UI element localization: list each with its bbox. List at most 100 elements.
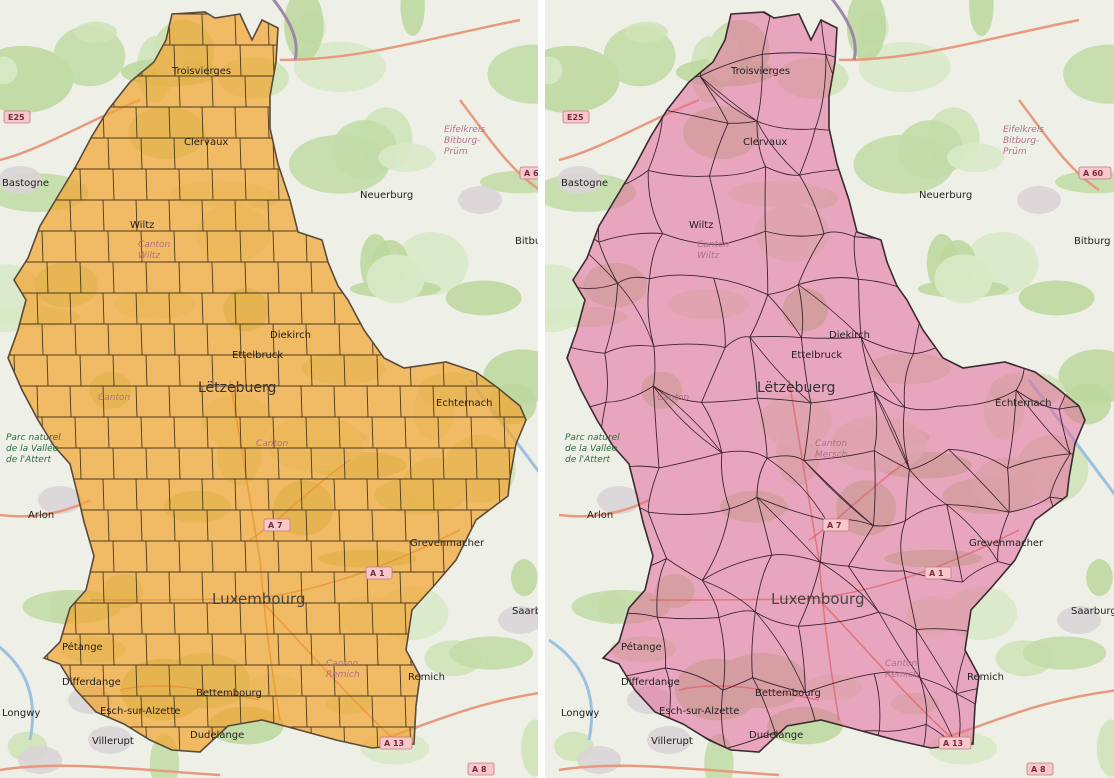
label-echternach: Echternach	[436, 398, 492, 409]
label-park: de l'Attert	[565, 455, 611, 465]
road-a8-shield	[467, 762, 495, 776]
forest-patch	[366, 254, 425, 304]
label-troisvierges: Troisvierges	[730, 66, 790, 77]
label-petange: Pétange	[621, 641, 662, 653]
label-canton-remich: Remich	[885, 670, 919, 680]
map-grid-overlay: TroisviergesClervauxNeuerburgWiltzCanton…	[0, 0, 538, 778]
forest-patch	[1018, 280, 1095, 316]
label-dudelange: Dudelange	[749, 730, 803, 741]
label-park: Parc naturel	[565, 433, 620, 443]
road	[1017, 99, 1100, 192]
label-canton-remich: Canton	[326, 659, 359, 669]
map-panel-left[interactable]: Troisvierges Clervaux Neuerburg Wiltz Canton…	[0, 0, 538, 778]
label-canton-wiltz: Canton	[138, 240, 171, 250]
border-line	[830, 0, 857, 61]
label-echternach: Echternach	[995, 398, 1051, 409]
road-a6: A 6	[524, 169, 538, 178]
road-a7: A 7	[827, 521, 842, 530]
label-villerupt: Villerupt	[651, 736, 693, 747]
label-clervaux: Clervaux	[743, 137, 787, 148]
map-panel-right[interactable]: Troisvierges Clervaux Neuerburg Wiltz Canton…	[545, 0, 1114, 778]
label-eifel: Bitburg-	[444, 136, 480, 146]
label-canton-mersch: Mersch	[815, 450, 848, 460]
label-dudelange: Dudelange	[190, 730, 244, 741]
label-arlon: Arlon	[587, 510, 613, 521]
forest-patch	[0, 56, 18, 85]
road-e25: E25	[8, 113, 25, 122]
label-eifel: Eifelkreis	[1003, 125, 1044, 135]
label-eifel: Prüm	[444, 147, 468, 157]
label-diekirch: Diekirch	[829, 330, 870, 341]
label-canton-wiltz: Canton	[697, 240, 730, 250]
label-wiltz: Wiltz	[689, 220, 713, 231]
label-park: de l'Attert	[6, 455, 52, 465]
road-e25: E25	[567, 113, 584, 122]
river	[0, 645, 35, 741]
forest-patch	[378, 143, 436, 172]
road-a7-shield	[263, 518, 291, 532]
road-e25-shield	[562, 110, 590, 124]
urban-area	[458, 186, 502, 214]
country-border	[7, 11, 527, 753]
forest-patch	[284, 0, 324, 61]
label-petange: Pétange	[62, 641, 103, 653]
label-bitburg: Bitburg	[1074, 236, 1111, 247]
label-ettelbruck: Ettelbruck	[232, 350, 283, 361]
label-canton-remich: Canton	[885, 659, 918, 669]
label-canton-mid: Canton	[657, 393, 690, 403]
label-eifel: Bitburg-	[1003, 136, 1039, 146]
forest-patch	[521, 719, 538, 777]
forest-patch	[1063, 44, 1114, 104]
urban-area	[577, 746, 621, 774]
label-letzeburg: Lëtzebuerg	[198, 380, 276, 396]
label-remich: Remich	[967, 672, 1004, 683]
label-differdange: Differdange	[621, 677, 680, 688]
label-canton-mersch: Canton	[815, 439, 848, 449]
road	[838, 18, 1080, 62]
forest-patch	[934, 254, 993, 304]
road-a13: A 13	[943, 739, 963, 748]
label-differdange: Differdange	[62, 677, 121, 688]
panel-divider	[538, 0, 545, 778]
road	[558, 764, 780, 777]
country-fill	[8, 12, 526, 752]
label-troisvierges: Troisvierges	[171, 66, 231, 77]
road-a7-shield	[822, 518, 850, 532]
forest-patch	[510, 559, 538, 597]
road-a1: A 1	[929, 569, 944, 578]
label-bettembourg: Bettembourg	[196, 688, 262, 699]
urban-area	[647, 726, 691, 754]
label-bettembourg: Bettembourg	[755, 688, 821, 699]
label-clervaux: Clervaux	[184, 137, 228, 148]
forest-patch	[545, 56, 563, 85]
label-grevenmacher: Grevenmacher	[410, 538, 485, 549]
urban-area	[0, 166, 42, 194]
urban-area	[1017, 186, 1061, 214]
label-luxembourg: Luxembourg	[771, 590, 865, 608]
road	[458, 99, 538, 191]
urban-area	[18, 746, 62, 774]
road-a13-shield	[938, 736, 972, 750]
forest-patch	[624, 21, 668, 43]
country-fill	[567, 12, 1085, 752]
border-line	[271, 0, 298, 61]
label-canton-wiltz: Wiltz	[138, 251, 160, 261]
road-a6: A 60	[1083, 169, 1104, 178]
label-neuerburg: Neuerburg	[919, 190, 972, 201]
forest-patch	[1022, 636, 1107, 670]
road	[0, 764, 221, 777]
label-longwy: Longwy	[561, 708, 599, 719]
forest-patch	[449, 636, 533, 670]
label-longwy: Longwy	[2, 708, 40, 719]
label-ettelbruck: Ettelbruck	[791, 350, 842, 361]
label-park: de la Vallée	[565, 443, 618, 454]
map-commune-overlay: Troisvierges Clervaux Neuerburg Wiltz Canton…	[545, 0, 1114, 778]
country-border	[566, 11, 1086, 753]
label-letzeburg: Lëtzebuerg	[757, 380, 835, 396]
label-canton-remich: Remich	[326, 670, 360, 680]
road-a1-shield	[365, 566, 393, 580]
label-bastogne: Bastogne	[2, 178, 49, 189]
label-saarburg: Saarburg	[1071, 606, 1114, 617]
label-luxembourg: Luxembourg	[212, 590, 306, 608]
label-neuerburg: Neuerburg	[360, 190, 413, 201]
